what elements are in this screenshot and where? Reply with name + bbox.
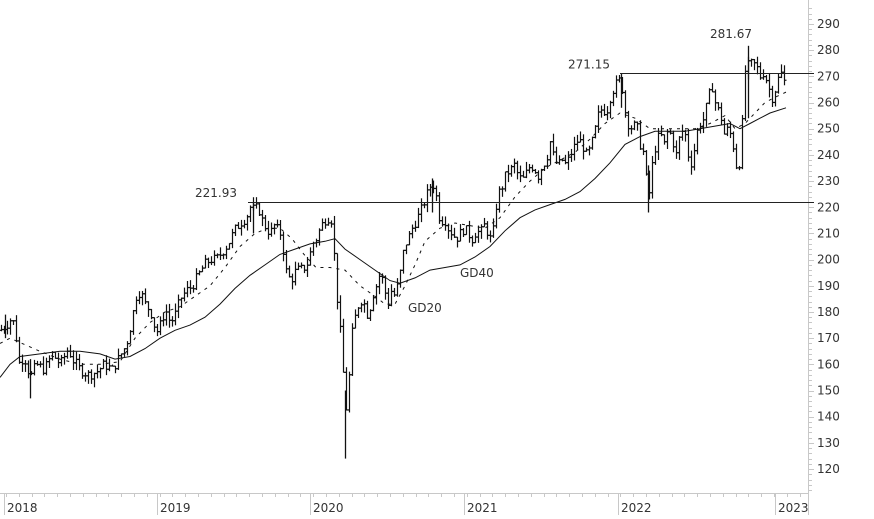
y-tick-label: 290 [817,17,840,31]
x-tick-label: 2022 [621,501,652,515]
series-label: GD20 [408,301,442,315]
y-axis: 120 130 140 150 160 170 180 190 200 210 220 230 240 2… [808,0,840,515]
y-tick-label: 130 [817,436,840,450]
y-tick-label: 200 [817,253,840,267]
x-tick-label: 2019 [160,501,191,515]
y-tick-label: 240 [817,148,840,162]
x-tick-label: 2020 [313,501,344,515]
y-tick-label: 190 [817,279,840,293]
y-tick-label: 160 [817,357,840,371]
y-tick-label: 180 [817,305,840,319]
annotations: 221.93 271.15 281.67 GD40 GD20 [195,27,814,315]
level-label: 221.93 [195,186,237,200]
plot-area [0,45,787,459]
level-label: 271.15 [568,57,610,71]
y-tick-label: 120 [817,462,840,476]
y-tick-label: 170 [817,331,840,345]
y-tick-label: 230 [817,174,840,188]
y-tick-label: 280 [817,43,840,57]
y-tick-label: 220 [817,200,840,214]
series-label: GD40 [460,266,494,280]
gd40-line [0,107,787,378]
x-axis: 2018 2019 2020 2021 2022 2023 [0,493,809,515]
y-tick-label: 210 [817,226,840,240]
y-tick-label: 250 [817,122,840,136]
high-label: 281.67 [710,27,752,41]
x-tick-label: 2023 [778,501,809,515]
ohlc-bars [0,45,787,459]
y-tick-label: 140 [817,410,840,424]
x-tick-label: 2018 [7,501,38,515]
x-tick-label: 2021 [467,501,498,515]
y-tick-label: 150 [817,384,840,398]
y-tick-label: 270 [817,69,840,83]
y-tick-label: 260 [817,96,840,110]
